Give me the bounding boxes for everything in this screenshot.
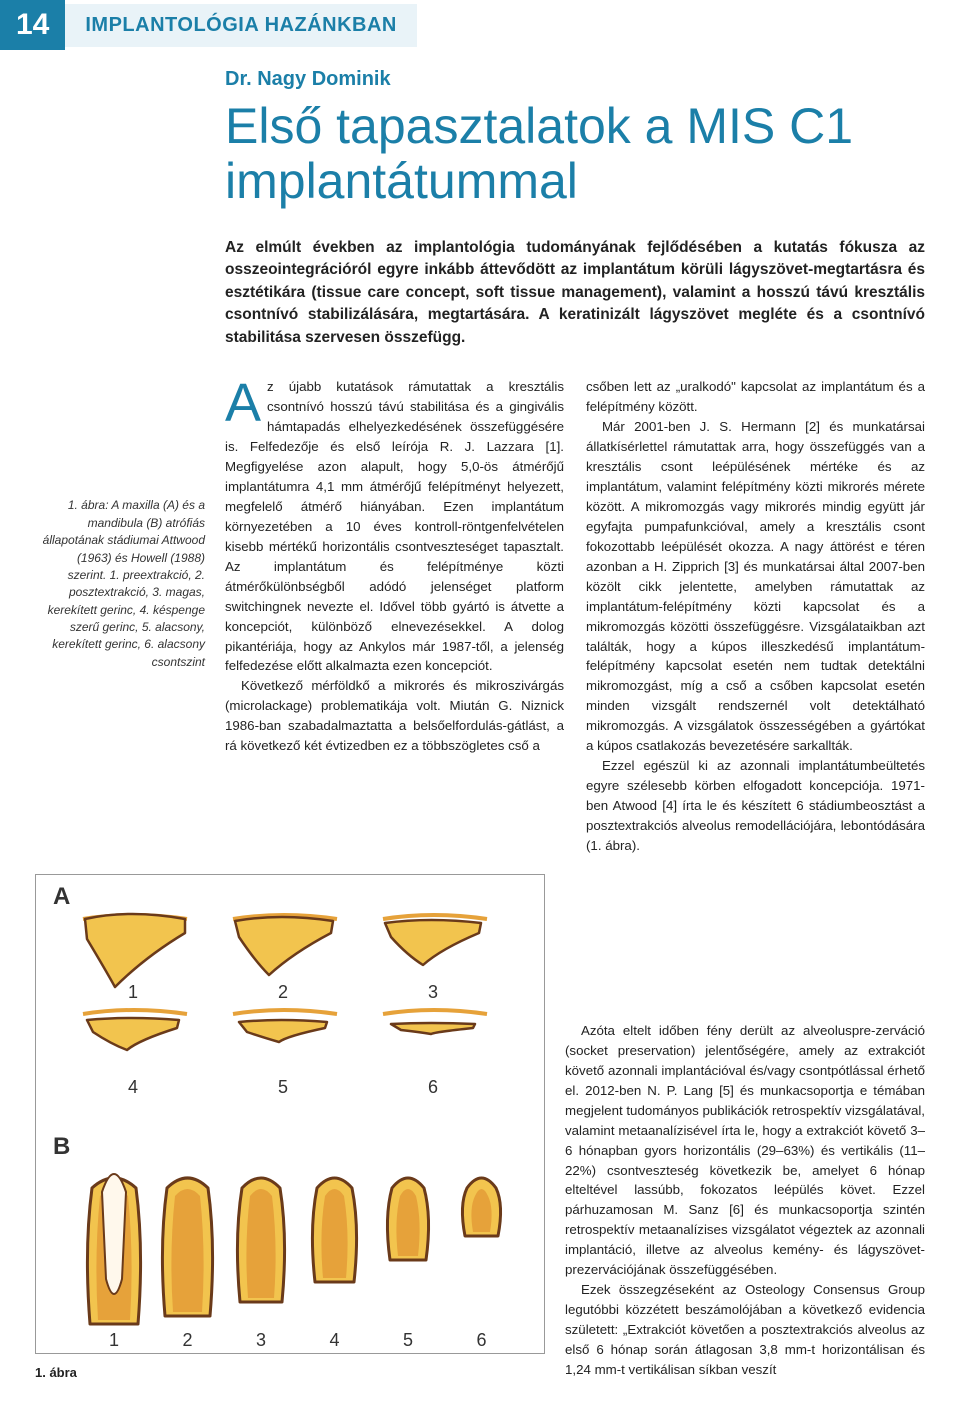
col1-paragraph-1: A z újabb kutatások rámutattak a kresztá… [225, 377, 564, 676]
column-1: A z újabb kutatások rámutattak a kresztá… [225, 377, 564, 856]
abstract: Az elmúlt években az implantológia tudom… [225, 237, 925, 349]
col1-p1-text: z újabb kutatások rámutattak a kresztáli… [225, 379, 564, 673]
side-column: 1. ábra: A maxilla (A) és a mandibula (B… [35, 377, 205, 856]
figure-slot: A B 1 2 3 4 5 6 1 2 3 4 5 6 1. ábra [35, 874, 545, 1380]
col2-paragraph-2: Már 2001-ben J. S. Hermann [2] és munkat… [586, 417, 925, 756]
section-title: IMPLANTOLÓGIA HAZÁNKBAN [65, 4, 416, 47]
text-columns: A z újabb kutatások rámutattak a kresztá… [225, 377, 925, 856]
article-title: Első tapasztalatok a MIS C1 implantátumm… [225, 99, 925, 209]
body-grid: 1. ábra: A maxilla (A) és a mandibula (B… [0, 377, 960, 856]
svg-text:3: 3 [256, 1330, 266, 1350]
figure-side-caption: 1. ábra: A maxilla (A) és a mandibula (B… [35, 497, 205, 671]
author-block: Dr. Nagy Dominik [225, 68, 960, 91]
col2-paragraph-3: Ezzel egészül ki az azonnali implantátum… [586, 756, 925, 856]
svg-text:4: 4 [329, 1330, 339, 1350]
col1-paragraph-2: Következő mérföldkő a mikrorés és mikros… [225, 676, 564, 756]
dropcap: A [225, 377, 267, 427]
col2-paragraph-4: Azóta eltelt időben fény derült az alveo… [565, 1021, 925, 1280]
svg-text:2: 2 [182, 1330, 192, 1350]
svg-text:1: 1 [109, 1330, 119, 1350]
svg-text:1: 1 [128, 982, 138, 1002]
figure-caption-label: 1. ábra [35, 1365, 545, 1380]
col2-paragraph-5: Ezek összegzéseként az Osteology Consens… [565, 1280, 925, 1380]
page-root: 14 IMPLANTOLÓGIA HAZÁNKBAN Dr. Nagy Domi… [0, 0, 960, 1410]
svg-text:B: B [53, 1133, 70, 1160]
col2-paragraph-1: csőben lett az „uralkodó" kapcsolat az i… [586, 377, 925, 417]
page-number-box: 14 [0, 0, 65, 50]
svg-text:2: 2 [278, 982, 288, 1002]
figure-1-svg: A B 1 2 3 4 5 6 1 2 3 4 5 6 [35, 874, 545, 1354]
author-name: Dr. Nagy Dominik [225, 68, 391, 90]
column-2: csőben lett az „uralkodó" kapcsolat az i… [586, 377, 925, 856]
svg-text:4: 4 [128, 1077, 138, 1097]
svg-text:6: 6 [428, 1077, 438, 1097]
figure-row: A B 1 2 3 4 5 6 1 2 3 4 5 6 1. ábra Azóta eltelt időb… [35, 874, 925, 1380]
header-bar: 14 IMPLANTOLÓGIA HAZÁNKBAN [0, 0, 960, 50]
svg-text:5: 5 [403, 1330, 413, 1350]
svg-text:A: A [53, 883, 70, 910]
column-2-lower: Azóta eltelt időben fény derült az alveo… [565, 1021, 925, 1380]
svg-text:6: 6 [476, 1330, 486, 1350]
svg-text:3: 3 [428, 982, 438, 1002]
svg-text:5: 5 [278, 1077, 288, 1097]
